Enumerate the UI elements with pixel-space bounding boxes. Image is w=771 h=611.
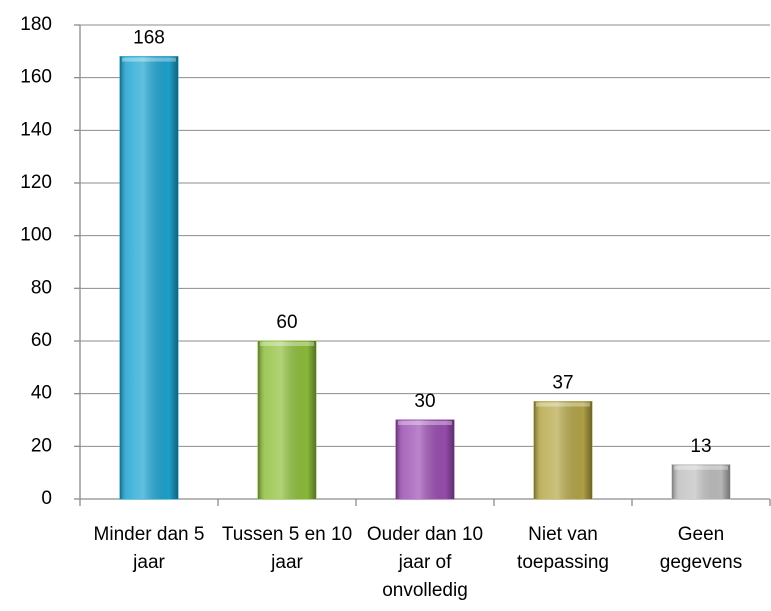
bar-shade bbox=[534, 401, 592, 499]
bar-cap bbox=[122, 57, 176, 62]
value-label: 13 bbox=[690, 436, 711, 457]
x-tick-label: Ouder dan 10 jaar of onvolledig bbox=[367, 524, 483, 601]
x-tick-label: Geen gegevens bbox=[660, 524, 742, 573]
y-tick-label: 140 bbox=[20, 119, 52, 140]
value-label: 30 bbox=[414, 391, 435, 412]
bar-shade bbox=[396, 420, 454, 499]
value-label: 60 bbox=[276, 312, 297, 333]
y-tick-label: 80 bbox=[31, 277, 52, 298]
value-label: 168 bbox=[133, 28, 165, 49]
y-tick-label: 40 bbox=[31, 383, 52, 404]
y-tick-label: 0 bbox=[41, 488, 52, 509]
y-tick-label: 180 bbox=[20, 14, 52, 35]
bar-shade bbox=[672, 464, 730, 499]
bar-cap bbox=[674, 465, 728, 470]
bar-cap bbox=[398, 421, 452, 425]
y-tick-label: 60 bbox=[31, 330, 52, 351]
value-label: 37 bbox=[552, 373, 573, 394]
x-tick-label: Tussen 5 en 10 jaar bbox=[222, 524, 352, 573]
bar-shade bbox=[120, 56, 178, 499]
bar-cap bbox=[536, 402, 590, 407]
x-tick-label: Minder dan 5 jaar bbox=[94, 524, 205, 573]
y-tick-label: 20 bbox=[31, 435, 52, 456]
bar-cap bbox=[260, 342, 314, 346]
y-tick-label: 120 bbox=[20, 172, 52, 193]
y-tick-label: 160 bbox=[20, 67, 52, 88]
bar-shade bbox=[258, 341, 316, 499]
x-tick-label: Niet van toepassing bbox=[517, 524, 609, 573]
y-tick-label: 100 bbox=[20, 225, 52, 246]
